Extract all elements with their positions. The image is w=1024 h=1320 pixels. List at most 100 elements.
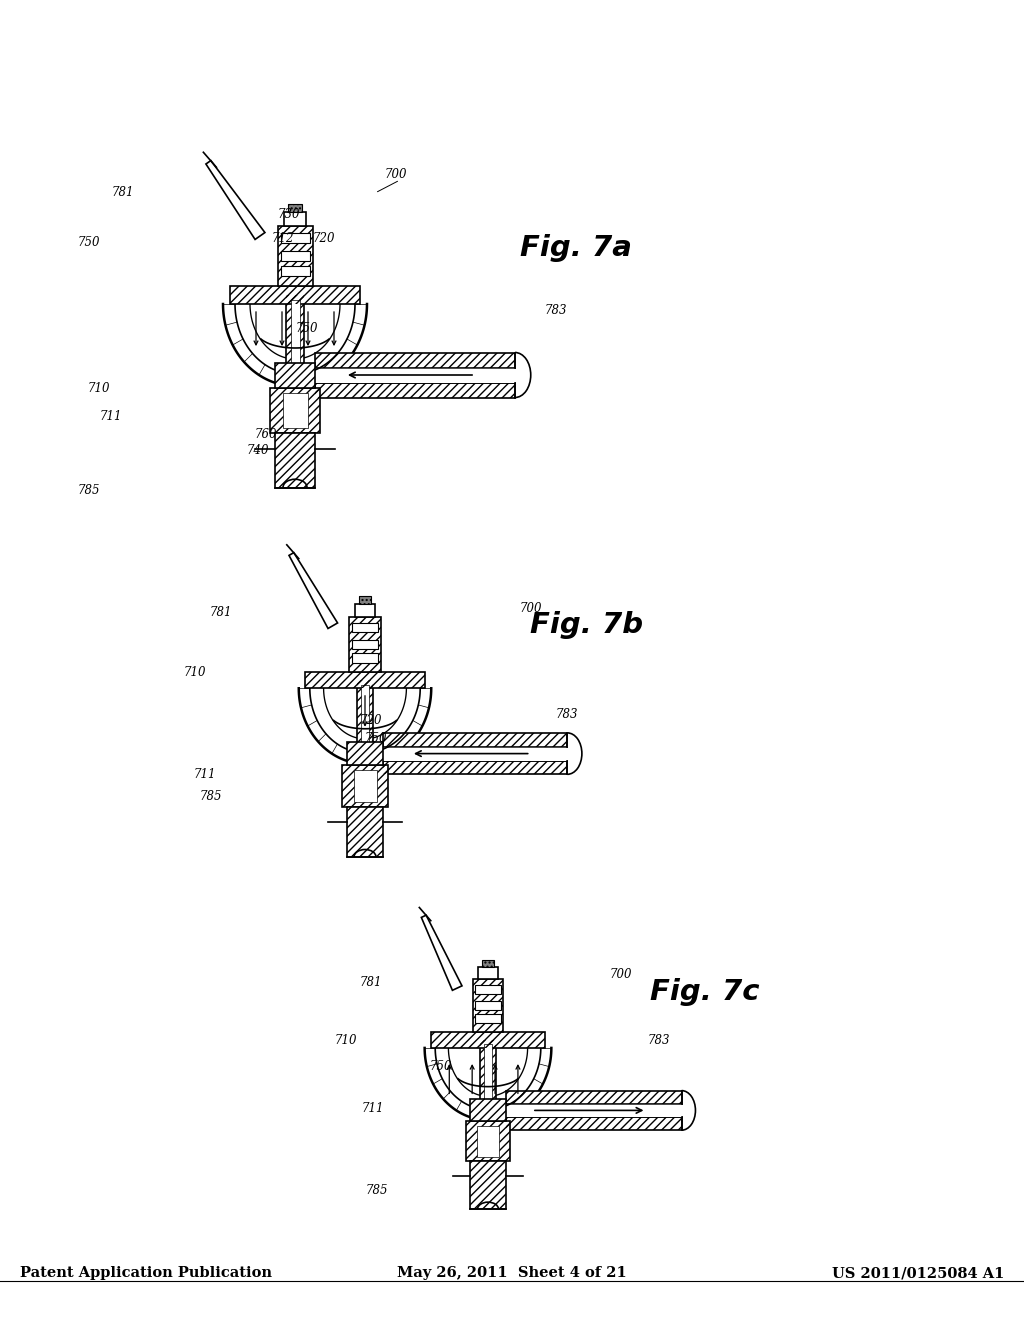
Bar (482, 960, 495, 968)
Bar (506, 1090, 682, 1104)
Bar (383, 760, 567, 775)
Bar (315, 352, 515, 367)
Bar (351, 623, 378, 632)
Bar (230, 286, 360, 304)
Bar (506, 1117, 682, 1130)
Bar (480, 1040, 496, 1110)
Text: 700: 700 (610, 969, 633, 982)
Bar (270, 388, 319, 433)
Text: 710: 710 (335, 1034, 357, 1047)
Bar (470, 1100, 506, 1122)
Text: 781: 781 (210, 606, 232, 619)
Bar (356, 680, 374, 754)
Polygon shape (421, 915, 462, 990)
Bar (349, 616, 381, 672)
Bar (342, 766, 388, 807)
Bar (315, 383, 515, 397)
Bar (278, 226, 312, 286)
Text: US 2011/0125084 A1: US 2011/0125084 A1 (831, 1266, 1004, 1280)
Bar (284, 213, 306, 226)
Bar (383, 733, 567, 747)
Bar (346, 742, 383, 766)
Text: 720: 720 (360, 714, 383, 726)
Bar (315, 352, 515, 367)
Text: 730: 730 (278, 209, 300, 222)
Bar (506, 1117, 682, 1130)
Bar (278, 226, 312, 286)
Text: 785: 785 (200, 789, 222, 803)
Text: 710: 710 (184, 665, 207, 678)
Bar (286, 294, 304, 375)
Text: 700: 700 (520, 602, 543, 615)
Bar (360, 685, 369, 748)
Bar (270, 388, 319, 433)
Text: 750: 750 (430, 1060, 453, 1072)
Bar (305, 672, 425, 688)
Bar (383, 760, 567, 775)
Text: 783: 783 (556, 709, 579, 722)
Text: May 26, 2011  Sheet 4 of 21: May 26, 2011 Sheet 4 of 21 (397, 1266, 627, 1280)
Bar (288, 205, 302, 213)
Text: 785: 785 (78, 483, 100, 496)
Text: Patent Application Publication: Patent Application Publication (20, 1266, 272, 1280)
Text: 720: 720 (313, 231, 336, 244)
Bar (283, 392, 307, 428)
Bar (466, 1122, 510, 1162)
Text: 750: 750 (296, 322, 318, 334)
Polygon shape (206, 161, 265, 239)
Bar (342, 766, 388, 807)
Bar (281, 267, 309, 276)
Bar (351, 639, 378, 648)
Bar (358, 597, 372, 603)
Bar (286, 294, 304, 375)
Bar (470, 1100, 506, 1122)
Text: 781: 781 (360, 975, 383, 989)
Bar (383, 747, 567, 760)
Bar (470, 1162, 506, 1209)
Bar (275, 433, 315, 487)
Text: 711: 711 (100, 409, 123, 422)
Bar (431, 1032, 545, 1048)
Bar (281, 234, 309, 243)
Bar (473, 979, 504, 1032)
Text: 785: 785 (366, 1184, 388, 1196)
Bar (349, 616, 381, 672)
Bar (470, 1162, 506, 1209)
Bar (346, 807, 383, 857)
Bar (480, 1040, 496, 1110)
Text: Fig. 7c: Fig. 7c (650, 978, 760, 1006)
Bar (431, 1032, 545, 1048)
Bar (477, 1126, 499, 1156)
Bar (351, 653, 378, 663)
Text: 781: 781 (112, 186, 134, 199)
Bar (355, 603, 375, 616)
Text: 740: 740 (247, 444, 269, 457)
Text: 711: 711 (194, 768, 216, 781)
Bar (346, 742, 383, 766)
Bar (305, 672, 425, 688)
Bar (275, 433, 315, 487)
Text: 712: 712 (272, 231, 295, 244)
Bar (291, 300, 299, 370)
Bar (353, 770, 377, 803)
Bar (315, 383, 515, 397)
Bar (473, 979, 504, 1032)
Bar (506, 1104, 682, 1117)
Bar (466, 1122, 510, 1162)
Bar (288, 205, 302, 213)
Bar (478, 968, 498, 979)
Bar (475, 986, 501, 994)
Bar (358, 597, 372, 603)
Bar (383, 733, 567, 747)
Text: 710: 710 (88, 381, 111, 395)
Bar (230, 286, 360, 304)
Text: 750: 750 (78, 235, 100, 248)
Bar (484, 1044, 492, 1106)
Bar (346, 807, 383, 857)
Text: 711: 711 (362, 1101, 384, 1114)
Bar (475, 1002, 501, 1010)
Bar (475, 1015, 501, 1023)
Text: 783: 783 (648, 1034, 671, 1047)
Bar (281, 251, 309, 261)
Bar (356, 680, 374, 754)
